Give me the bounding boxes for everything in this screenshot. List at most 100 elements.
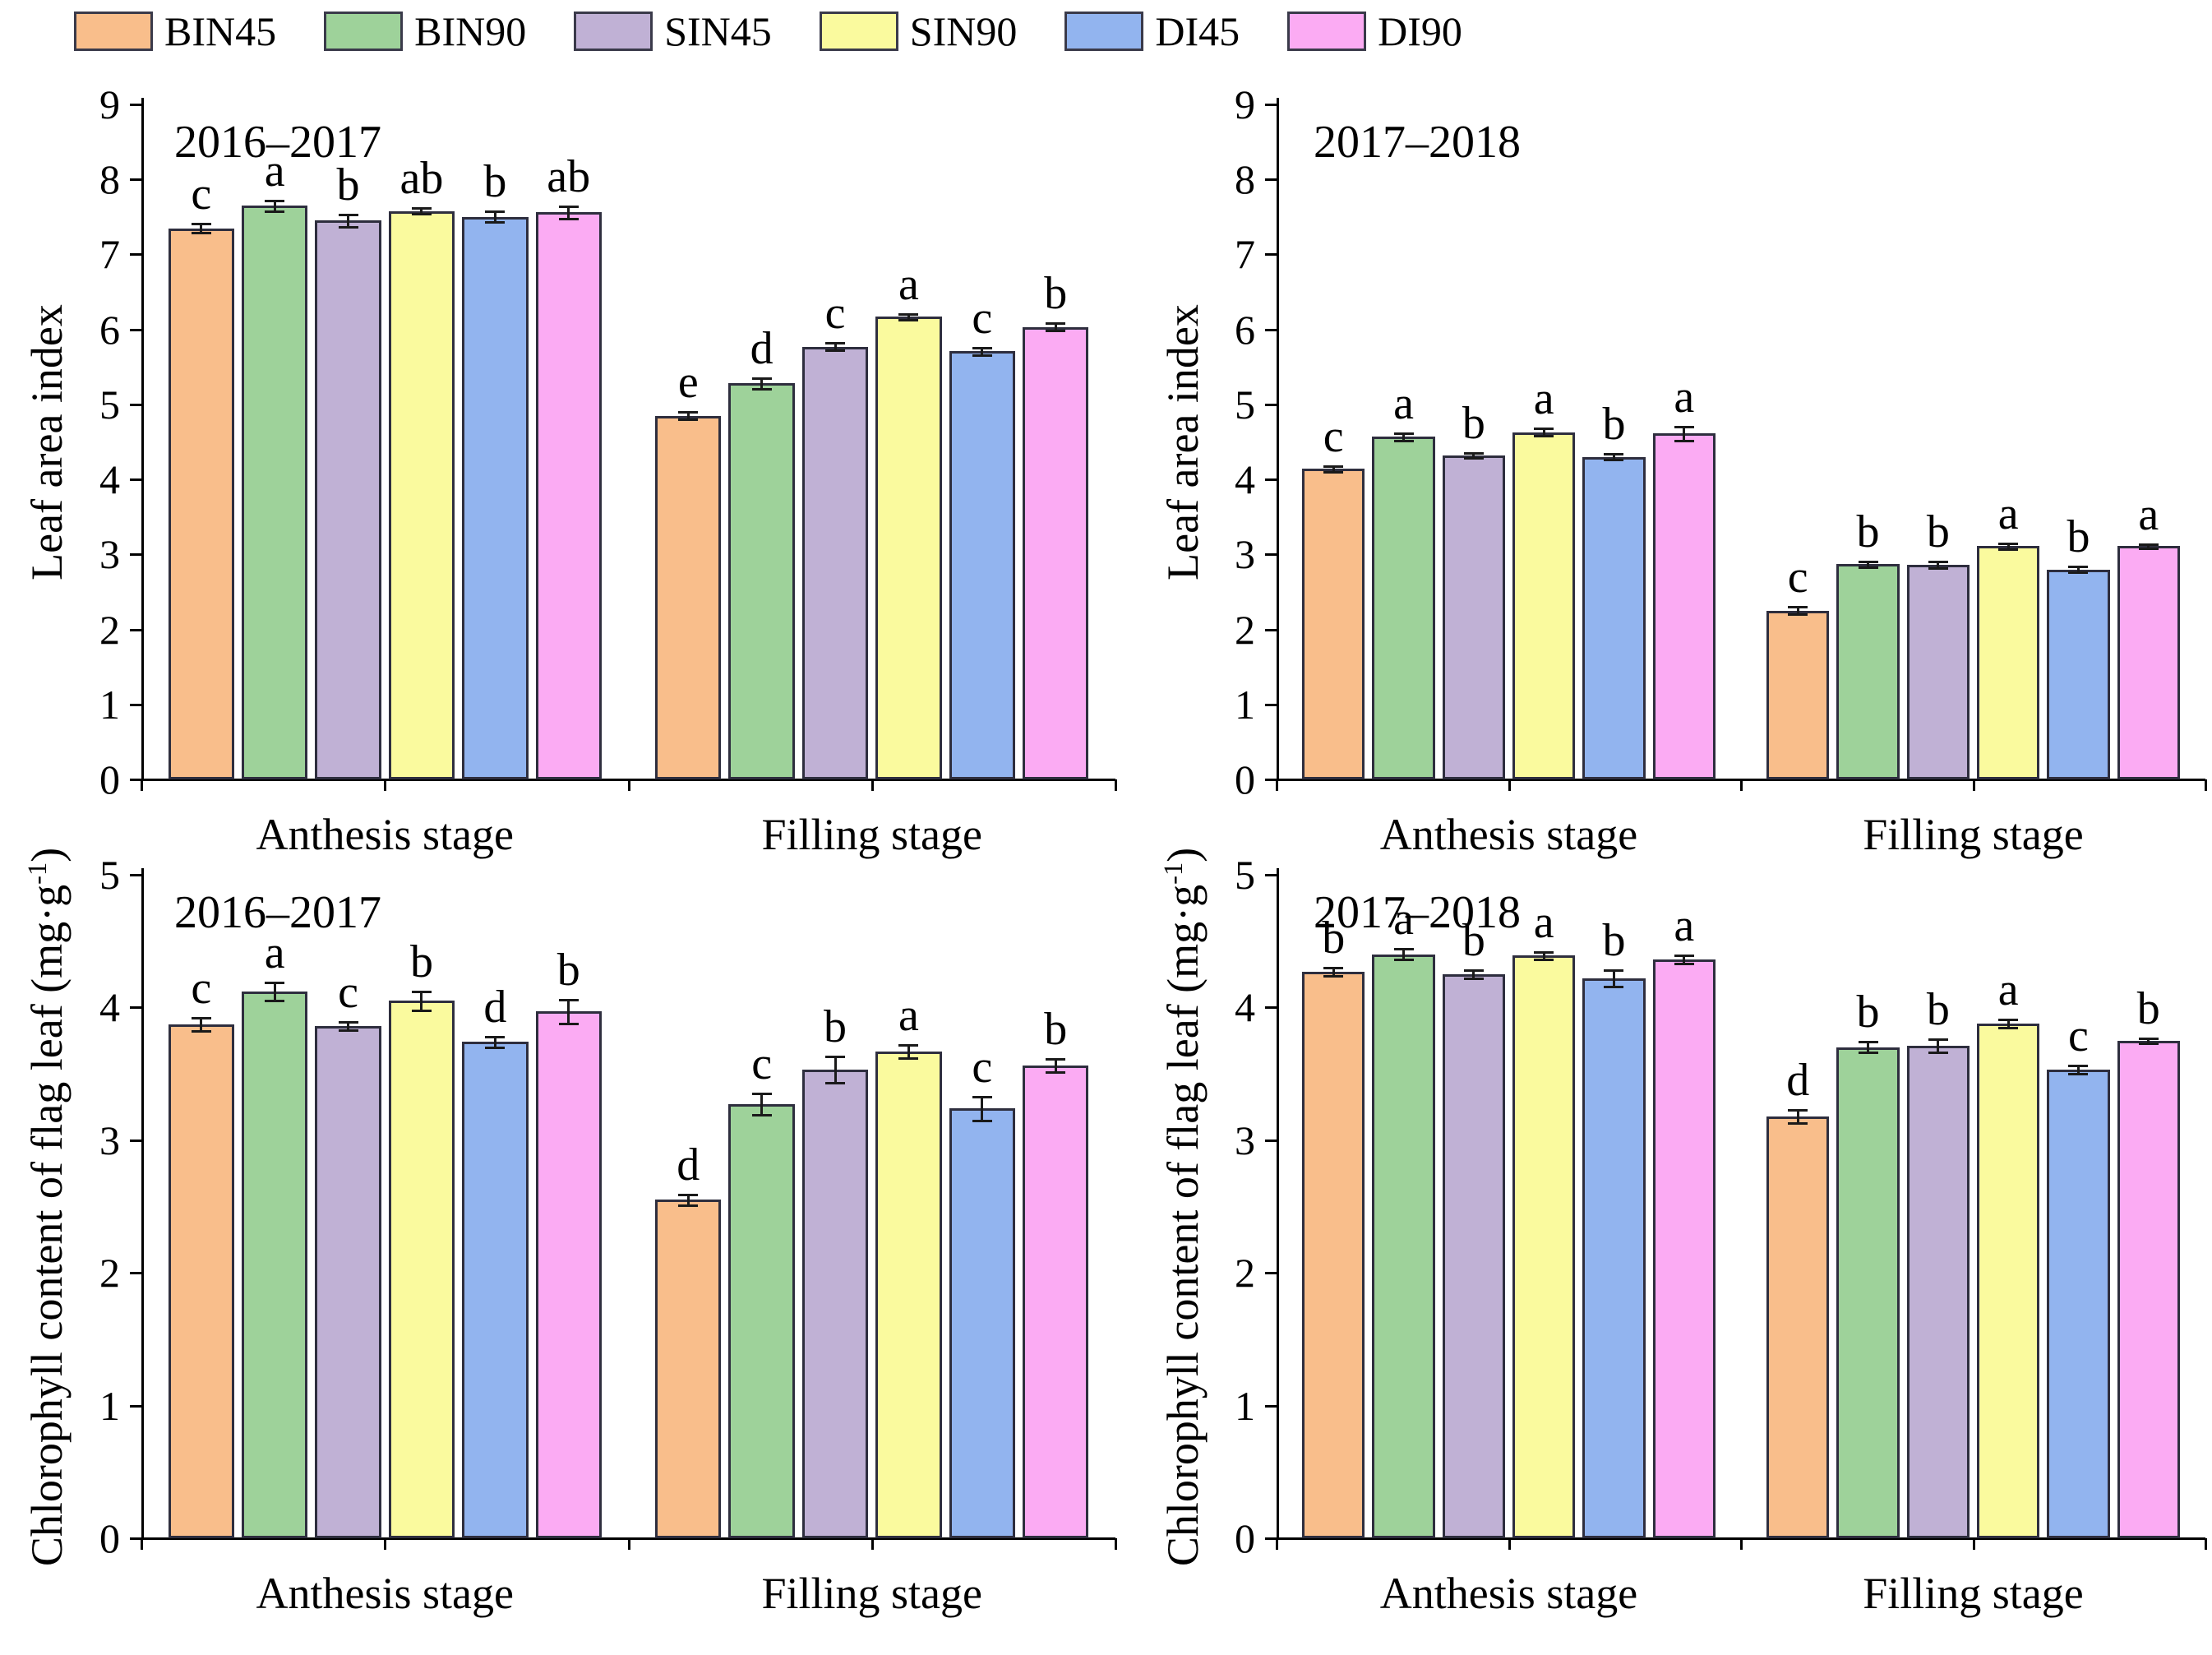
error-bar-cap (1046, 1071, 1066, 1075)
error-bar (1542, 428, 1545, 437)
x-tick (1508, 1538, 1511, 1550)
significance-letter: b (483, 156, 507, 208)
y-tick-label: 3 (1235, 531, 1255, 578)
error-bar-cap (558, 217, 579, 220)
bar-sin45-filling (1906, 1046, 1970, 1538)
y-tick (1265, 178, 1277, 182)
bar-sin45-anthesis (1442, 974, 1505, 1538)
y-tick (1265, 1139, 1277, 1142)
bar-bin90-filling (728, 1104, 795, 1538)
y-tick-label: 5 (1235, 381, 1255, 428)
significance-letter: d (1786, 1054, 1810, 1106)
significance-letter: ab (547, 151, 591, 203)
y-tick (1265, 553, 1277, 557)
category-label-anthesis: Anthesis stage (256, 1569, 514, 1618)
error-bar-cap (1788, 606, 1808, 609)
legend-swatch-di90 (1287, 12, 1367, 51)
bar-di90-anthesis (1652, 959, 1716, 1538)
y-tick (1265, 874, 1277, 876)
error-bar (1612, 970, 1615, 987)
y-tick (130, 1404, 141, 1408)
error-bar-cap (1323, 465, 1344, 468)
bar-sin90-filling (1977, 546, 2040, 779)
significance-letter: b (1602, 915, 1626, 967)
error-bar (200, 224, 203, 233)
legend-label-sin45: SIN45 (664, 8, 772, 54)
error-bar-cap (1534, 428, 1554, 431)
significance-letter: a (898, 989, 919, 1041)
significance-letter: a (1997, 488, 2019, 539)
error-bar-cap (2138, 1037, 2159, 1040)
error-bar (1054, 323, 1057, 331)
bar-sin90-anthesis (1512, 955, 1576, 1538)
significance-letter: b (1856, 506, 1880, 557)
x-tick (1276, 1538, 1278, 1550)
x-tick (1972, 1538, 1975, 1550)
y-tick-label: 8 (99, 156, 120, 203)
error-bar-cap (485, 1035, 506, 1038)
significance-letter: e (677, 357, 699, 408)
error-bar-cap (1928, 1038, 1948, 1042)
error-bar (1937, 562, 1940, 568)
y-tick-label: 1 (1235, 1382, 1255, 1429)
error-bar (1402, 949, 1406, 960)
error-bar-cap (972, 346, 992, 349)
y-tick-label: 6 (99, 306, 120, 353)
y-tick-label: 2 (1235, 1250, 1255, 1297)
x-tick (870, 1538, 874, 1550)
error-bar-cap (1534, 950, 1554, 954)
y-tick-label: 0 (99, 1515, 120, 1561)
significance-letter: c (1787, 552, 1808, 603)
error-bar-cap (825, 342, 846, 345)
significance-letter: c (191, 963, 212, 1015)
error-bar-cap (1393, 948, 1414, 951)
error-bar-cap (1323, 974, 1344, 978)
legend-swatch-sin45 (574, 12, 653, 51)
error-bar (1683, 427, 1686, 441)
bar-bin45-anthesis (1302, 469, 1365, 779)
y-tick-label: 2 (99, 606, 120, 653)
bar-bin90-filling (728, 383, 795, 779)
y-tick (1265, 403, 1277, 406)
bar-sin45-filling (1906, 565, 1970, 779)
significance-letter: b (1044, 1004, 1068, 1056)
error-bar-cap (1604, 459, 1624, 462)
bar-sin90-filling (875, 317, 942, 779)
category-label-filling: Filling stage (1863, 1569, 2084, 1618)
error-bar-cap (1998, 1026, 2019, 1029)
y-tick-label: 1 (99, 1382, 120, 1429)
error-bar-cap (1788, 613, 1808, 617)
error-bar (273, 200, 276, 211)
y-axis-line (141, 98, 144, 779)
error-bar-cap (1788, 1108, 1808, 1112)
significance-letter: b (1926, 506, 1950, 558)
significance-letter: c (972, 1041, 993, 1093)
error-bar-cap (898, 1043, 919, 1047)
category-label-anthesis: Anthesis stage (1379, 810, 1638, 859)
panel-title: 2016–2017 (174, 117, 381, 168)
bar-di90-filling (2117, 1040, 2180, 1538)
error-bar (493, 211, 496, 223)
error-bar-cap (1534, 959, 1554, 962)
error-bar-cap (1463, 977, 1484, 980)
error-bar-cap (485, 210, 506, 214)
error-bar-cap (1788, 1121, 1808, 1125)
error-bar (907, 313, 910, 320)
error-bar (1867, 561, 1870, 567)
error-bar-cap (2138, 1042, 2159, 1045)
error-bar-cap (265, 210, 285, 213)
bar-bin90-anthesis (1372, 954, 1435, 1538)
y-tick-label: 0 (99, 756, 120, 802)
bar-bin45-filling (1766, 1116, 1830, 1538)
error-bar-cap (2138, 543, 2159, 546)
y-tick (130, 703, 141, 706)
legend-swatch-di45 (1064, 12, 1144, 51)
bar-sin45-filling (801, 1070, 869, 1538)
error-bar (1054, 1059, 1057, 1073)
error-bar-cap (678, 418, 699, 422)
error-bar-cap (678, 411, 699, 414)
error-bar-cap (265, 981, 285, 984)
error-bar-cap (678, 1193, 699, 1196)
significance-letter: b (2136, 982, 2160, 1034)
bar-bin90-filling (1836, 564, 1900, 779)
